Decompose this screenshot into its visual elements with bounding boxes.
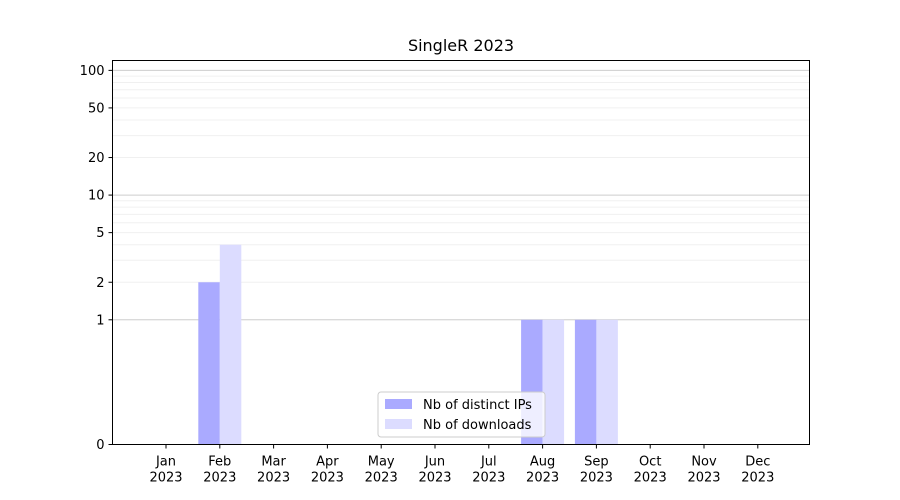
x-tick-month: Oct — [639, 455, 661, 470]
x-tick-label: Jul 2023 — [472, 455, 505, 486]
x-tick-year: 2023 — [149, 471, 182, 486]
x-tick-label: Mar 2023 — [257, 455, 290, 486]
x-tick-month: Sep — [584, 455, 609, 470]
x-tick-year: 2023 — [526, 471, 559, 486]
x-tick-year: 2023 — [634, 471, 667, 486]
bar-downloads — [596, 319, 618, 445]
y-tick-label: 5 — [96, 226, 104, 241]
bar-downloads — [542, 319, 565, 445]
bar-downloads — [219, 244, 242, 445]
x-tick-month: Nov — [691, 455, 717, 470]
legend-box — [377, 391, 546, 438]
y-tick-label: 50 — [88, 101, 105, 116]
x-tick-year: 2023 — [203, 471, 236, 486]
x-tick-month: Dec — [745, 455, 770, 470]
x-tick-label: Nov 2023 — [687, 455, 720, 486]
x-tick-year: 2023 — [311, 471, 344, 486]
legend-swatch — [385, 399, 412, 409]
x-tick-month: Feb — [208, 455, 231, 470]
bars — [198, 244, 618, 445]
legend-swatch — [385, 419, 412, 429]
y-tick-label: 2 — [96, 276, 104, 291]
y-tick-label: 0 — [96, 438, 104, 453]
legend-label: Nb of distinct IPs — [423, 398, 532, 413]
x-tick-label: Apr 2023 — [311, 455, 344, 486]
x-tick-year: 2023 — [741, 471, 774, 486]
x-tick-month: Jun — [424, 455, 445, 470]
x-tick-month: Mar — [261, 455, 286, 470]
bar-distinct-ips — [574, 319, 597, 445]
plot-frame — [112, 60, 810, 445]
y-axis: 0 1 2 5 10 20 50 100 — [80, 64, 113, 453]
x-tick-year: 2023 — [472, 471, 505, 486]
x-tick-year: 2023 — [580, 471, 613, 486]
x-tick-label: Jan 2023 — [149, 455, 182, 486]
bar-distinct-ips — [198, 282, 220, 445]
x-tick-year: 2023 — [365, 471, 398, 486]
x-tick-year: 2023 — [687, 471, 720, 486]
x-tick-label: May 2023 — [365, 455, 398, 486]
x-tick-month: Apr — [316, 455, 339, 470]
x-tick-label: Aug 2023 — [526, 455, 559, 486]
x-tick-label: Jun 2023 — [418, 455, 451, 486]
x-tick-month: May — [368, 455, 395, 470]
x-tick-label: Feb 2023 — [203, 455, 236, 486]
x-tick-year: 2023 — [257, 471, 290, 486]
chart-title: SingleR 2023 — [408, 36, 514, 55]
x-tick-year: 2023 — [418, 471, 451, 486]
x-tick-label: Oct 2023 — [634, 455, 667, 486]
x-tick-label: Sep 2023 — [580, 455, 613, 486]
y-tick-label: 1 — [96, 313, 104, 328]
y-tick-label: 10 — [88, 189, 105, 204]
x-tick-month: Jan — [155, 455, 176, 470]
x-tick-month: Aug — [530, 455, 555, 470]
x-tick-label: Dec 2023 — [741, 455, 774, 486]
x-tick-month: Jul — [480, 455, 497, 470]
legend-label: Nb of downloads — [423, 418, 532, 433]
y-tick-label: 100 — [80, 64, 105, 79]
legend: Nb of distinct IPs Nb of downloads — [377, 391, 546, 438]
y-tick-label: 20 — [88, 151, 105, 166]
grid — [112, 69, 810, 321]
